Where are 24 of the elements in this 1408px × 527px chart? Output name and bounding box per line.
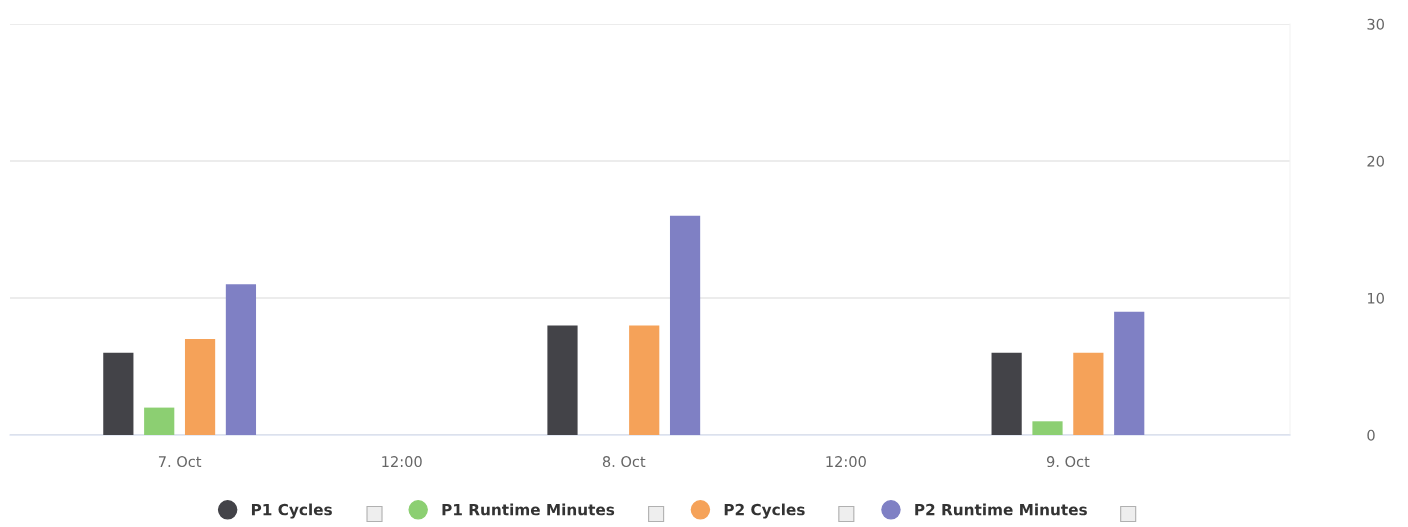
- bar: [103, 352, 134, 435]
- legend-label: P2 Cycles: [724, 503, 805, 519]
- legend-label: P1 Cycles: [251, 503, 332, 519]
- x-tick-label: 12:00: [826, 456, 866, 468]
- x-tick-label: 7. Oct: [158, 456, 202, 468]
- legend-label: P1 Runtime Minutes: [442, 503, 615, 516]
- bar: [144, 407, 175, 435]
- x-tick-label: 9. Oct: [1046, 456, 1090, 468]
- legend-label: P2 Runtime Minutes: [915, 503, 1087, 516]
- bar: [991, 352, 1022, 435]
- y-tick-label: 0: [1367, 429, 1375, 441]
- y-tick-label: 20: [1367, 155, 1384, 167]
- bar: [1114, 311, 1145, 435]
- bar: [669, 215, 701, 435]
- x-tick-label: 12:00: [382, 456, 422, 468]
- y-tick-label: 30: [1367, 18, 1384, 30]
- bar: [1032, 421, 1063, 435]
- bar: [629, 325, 660, 435]
- bar: [225, 284, 257, 435]
- bar: [1073, 352, 1104, 435]
- bar: [184, 339, 216, 435]
- bar: [547, 325, 578, 435]
- x-tick-label: 8. Oct: [602, 456, 646, 468]
- y-tick-label: 10: [1367, 292, 1384, 304]
